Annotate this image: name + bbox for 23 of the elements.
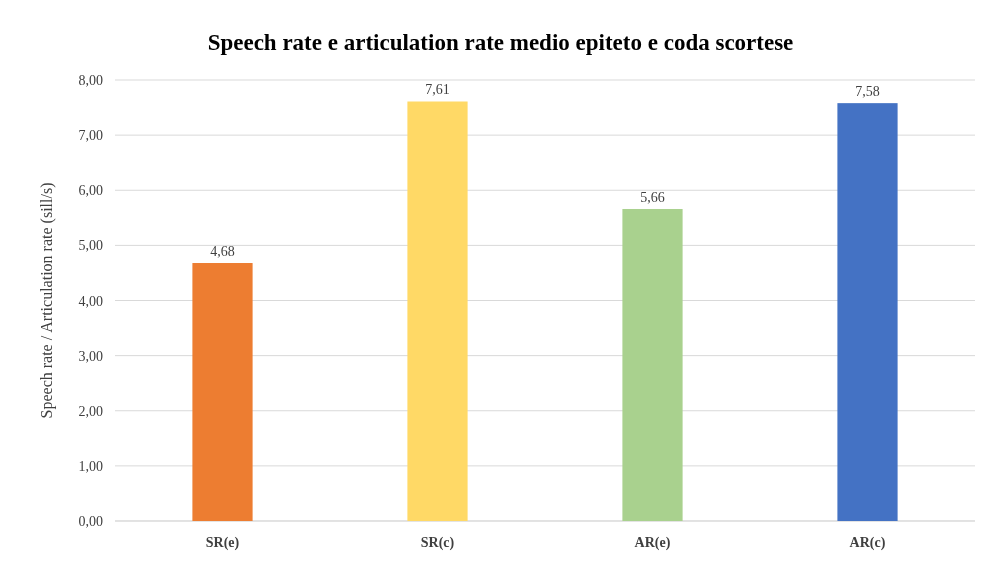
y-tick-label: 0,00 <box>78 514 103 529</box>
data-label: 4,68 <box>210 244 235 260</box>
y-tick-label: 3,00 <box>78 348 103 364</box>
bar <box>407 101 468 521</box>
data-label: 7,61 <box>425 82 450 98</box>
y-tick-label: 6,00 <box>78 183 103 199</box>
bar <box>622 208 683 521</box>
x-tick-label: AR(c) <box>849 535 886 551</box>
data-label: 7,58 <box>855 84 880 100</box>
bar <box>837 103 898 521</box>
data-label: 5,66 <box>640 189 665 205</box>
y-tick-label: 2,00 <box>78 403 103 419</box>
y-axis-title: Speech rate / Articulation rate (sill/s) <box>38 182 56 419</box>
x-tick-label: AR(e) <box>634 535 671 551</box>
chart-title: Speech rate e articulation rate medio epiteto e coda scortese <box>207 30 794 55</box>
y-tick-label: 1,00 <box>78 458 103 474</box>
y-tick-label: 7,00 <box>78 128 103 144</box>
x-tick-label: SR(e) <box>205 535 240 551</box>
bar <box>192 263 253 521</box>
y-tick-label: 5,00 <box>78 238 103 254</box>
y-tick-label: 4,00 <box>78 293 103 309</box>
y-tick-label: 8,00 <box>78 73 103 88</box>
x-tick-label: SR(c) <box>420 535 455 551</box>
